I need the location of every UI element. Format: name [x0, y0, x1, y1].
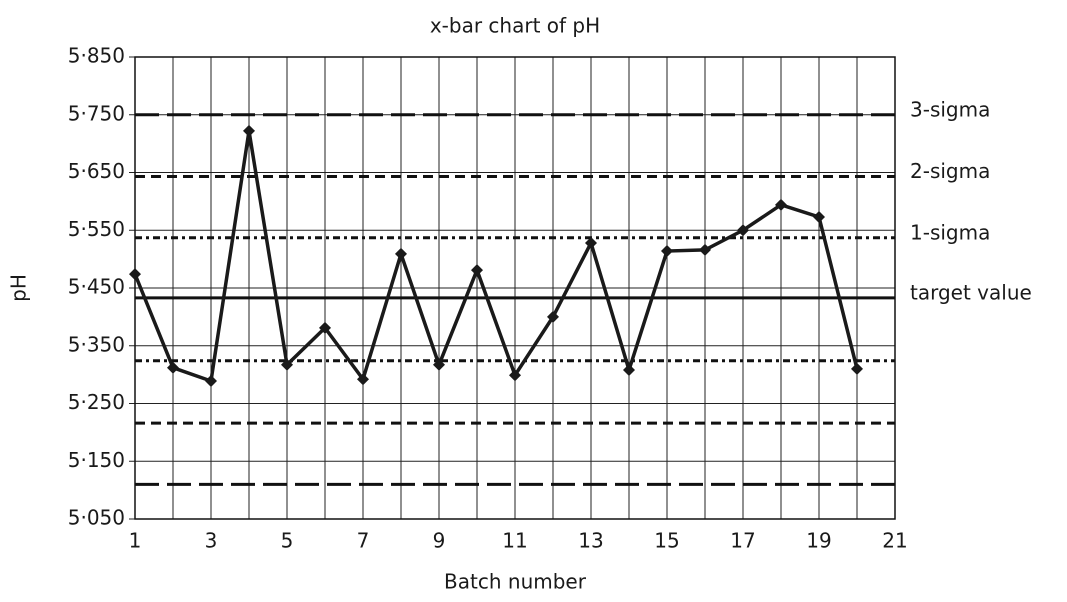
x-tick-label: 3: [205, 529, 218, 553]
x-tick-label: 15: [654, 529, 679, 553]
reference-label: 1-sigma: [910, 220, 990, 244]
y-tick-label: 5·550: [68, 217, 125, 241]
y-tick-label: 5·350: [68, 332, 125, 356]
data-line: [133, 130, 859, 384]
reference-label: 3-sigma: [910, 97, 990, 121]
data-point: [471, 264, 483, 277]
y-tick-label: 5·650: [68, 159, 125, 183]
x-tick-label: 13: [578, 529, 603, 553]
y-tick-label: 5·250: [68, 390, 125, 414]
x-tick-label: 21: [882, 529, 907, 553]
data-point: [775, 198, 787, 211]
x-tick-label: 19: [806, 529, 831, 553]
x-axis-label: Batch number: [444, 570, 587, 594]
data-point: [509, 369, 521, 382]
data-point: [661, 245, 673, 258]
y-axis-label: pH: [7, 274, 31, 302]
data-point: [547, 310, 559, 323]
reference-label: target value: [910, 280, 1032, 304]
data-point: [319, 321, 331, 334]
data-point: [395, 247, 407, 260]
data-point: [699, 243, 711, 256]
data-point: [737, 224, 749, 237]
x-tick-label: 1: [129, 529, 142, 553]
data-point: [813, 210, 825, 223]
chart-title: x-bar chart of pH: [430, 14, 600, 38]
y-tick-label: 5·850: [68, 44, 125, 68]
plot-border: [134, 56, 896, 520]
data-point: [167, 361, 179, 374]
data-point: [281, 358, 293, 371]
x-tick-label: 7: [357, 529, 370, 553]
data-point: [623, 364, 635, 377]
data-point: [585, 236, 597, 249]
x-tick-label: 5: [281, 529, 294, 553]
y-tick-label: 5·050: [68, 506, 125, 530]
data-point: [205, 374, 217, 387]
y-tick-label: 5·750: [68, 101, 125, 125]
data-point: [243, 124, 255, 137]
y-tick-label: 5·150: [68, 448, 125, 472]
data-point: [129, 268, 141, 281]
data-point: [433, 358, 445, 371]
x-tick-label: 9: [433, 529, 446, 553]
reference-label: 2-sigma: [910, 159, 990, 183]
data-point: [851, 362, 863, 375]
x-tick-label: 11: [502, 529, 527, 553]
data-point: [357, 373, 369, 386]
y-tick-label: 5·450: [68, 275, 125, 299]
x-tick-label: 17: [730, 529, 755, 553]
